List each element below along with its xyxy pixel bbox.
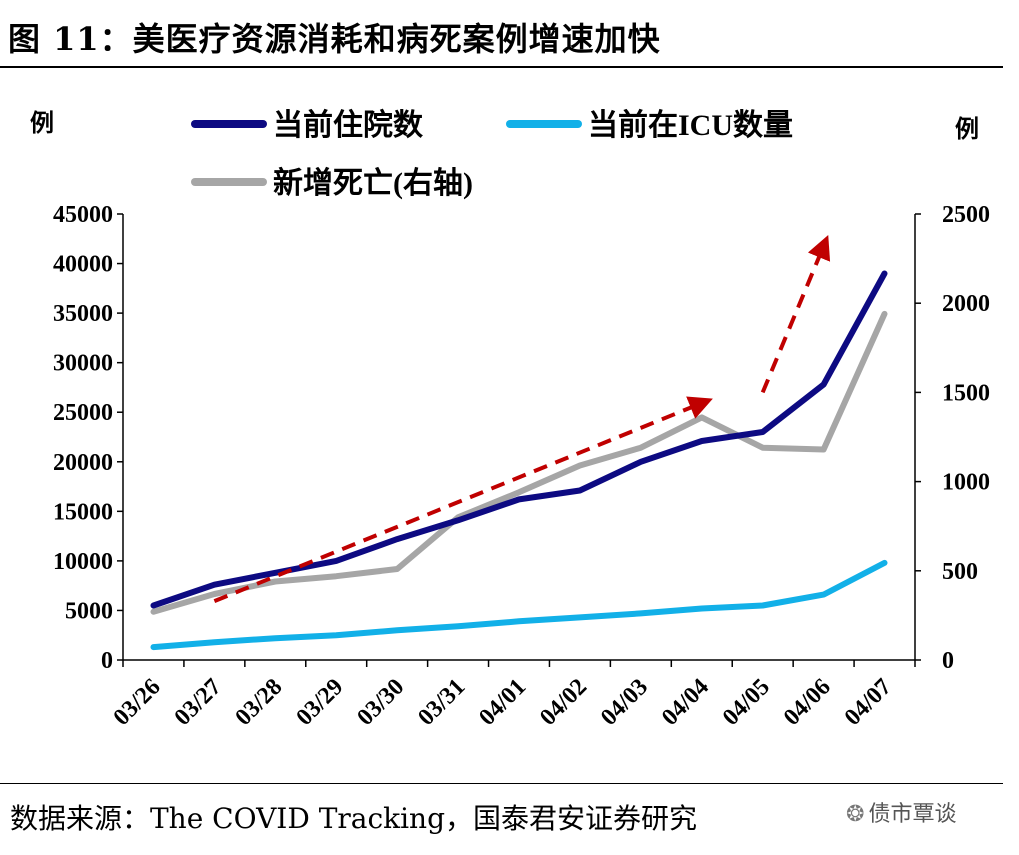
y-left-tick-label: 25000: [53, 400, 113, 426]
watermark-text: 债市覃谈: [868, 802, 957, 827]
trend-arrows: [213, 235, 831, 603]
x-tick-label: 04/02: [535, 674, 592, 731]
trend-arrow-0: [213, 396, 713, 603]
series-line-2: [150, 310, 888, 615]
y-right-tick-label: 1000: [942, 470, 990, 496]
y-left-tick-label: 40000: [53, 252, 113, 278]
y-right-tick-label: 500: [942, 559, 978, 585]
wechat-icon: ❂: [846, 802, 865, 827]
y-right-tick-label: 0: [942, 648, 954, 674]
legend-label-1: 当前在ICU数量: [588, 109, 793, 142]
legend-label-0: 当前住院数: [273, 108, 424, 142]
x-tick-label: 04/05: [718, 674, 775, 731]
y-left-unit-label: 例: [30, 110, 54, 137]
y-left-tick-label: 30000: [53, 351, 113, 377]
x-tick-label: 04/06: [779, 674, 836, 731]
y-right-tick-label: 1500: [942, 380, 990, 406]
source-rule: [0, 783, 1003, 784]
y-left-tick-label: 5000: [65, 598, 113, 624]
x-tick-label: 04/04: [657, 674, 714, 731]
axes-group: [117, 213, 921, 667]
y-right-unit-label: 例: [955, 116, 979, 143]
x-tick-label: 04/01: [474, 674, 531, 731]
x-tick-label: 03/27: [170, 674, 227, 731]
legend-label-2: 新增死亡(右轴): [273, 167, 473, 200]
y-left-tick-label: 35000: [53, 301, 113, 327]
y-left-tick-label: 10000: [53, 549, 113, 575]
figure-title: 图 11：美医疗资源消耗和病死案例增速加快: [8, 20, 661, 58]
axis-labels: 0500010000150002000025000300003500040000…: [30, 110, 990, 731]
x-tick-label: 03/26: [109, 674, 166, 731]
y-left-tick-label: 45000: [53, 202, 113, 228]
series-line-1: [150, 559, 888, 651]
series-lines: [150, 270, 888, 651]
x-tick-label: 03/28: [231, 674, 288, 731]
x-tick-label: 04/07: [840, 674, 897, 731]
y-right-tick-label: 2000: [942, 291, 990, 317]
y-left-tick-label: 15000: [53, 499, 113, 525]
x-tick-label: 03/31: [413, 674, 470, 731]
x-tick-label: 03/29: [291, 674, 348, 731]
series-line-0: [150, 270, 888, 609]
y-left-tick-label: 20000: [53, 450, 113, 476]
watermark: ❂ 债市覃谈: [846, 796, 956, 828]
title-rule: [0, 66, 1003, 68]
x-tick-label: 04/03: [596, 674, 653, 731]
x-tick-label: 03/30: [352, 674, 409, 731]
y-right-tick-label: 2500: [942, 202, 990, 228]
y-left-tick-label: 0: [101, 648, 113, 674]
trend-arrow-1: [760, 235, 831, 394]
data-source: 数据来源：The COVID Tracking，国泰君安证券研究: [10, 802, 698, 835]
